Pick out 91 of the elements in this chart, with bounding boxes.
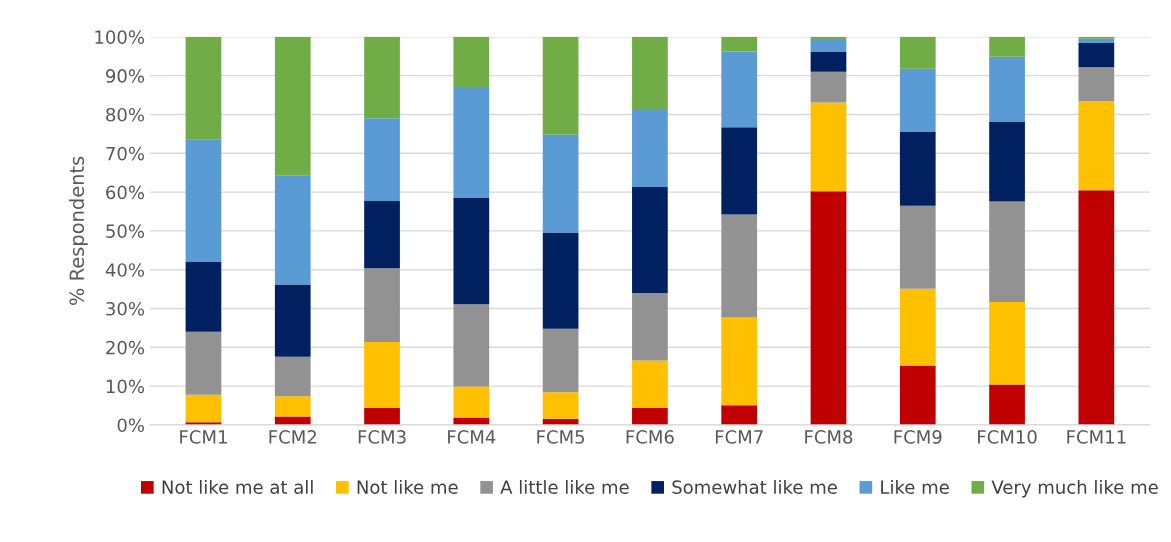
bar <box>899 131 936 206</box>
bar <box>989 36 1025 57</box>
bar <box>453 86 490 198</box>
bar <box>1078 38 1115 44</box>
bar <box>364 407 400 425</box>
bar <box>899 288 936 366</box>
bar <box>542 328 579 393</box>
bar <box>453 304 490 387</box>
bar <box>632 36 668 110</box>
legend-label: Like me <box>881 479 949 494</box>
bar <box>274 284 311 357</box>
bar <box>721 51 758 128</box>
bar <box>899 205 936 289</box>
y-tick-label: 60% <box>106 185 145 200</box>
bar <box>453 386 490 418</box>
y-tick-label: 0% <box>117 418 145 433</box>
x-tick-label: FCM1 <box>180 430 227 444</box>
bar <box>364 268 400 342</box>
x-tick-label: FCM6 <box>626 430 674 444</box>
bar <box>185 36 222 140</box>
bar <box>185 394 222 423</box>
bar <box>721 405 758 425</box>
bar <box>810 51 847 72</box>
bar <box>810 102 847 192</box>
bar <box>185 261 222 332</box>
bar <box>274 36 311 176</box>
bar <box>810 36 847 40</box>
x-tick-label: FCM5 <box>537 430 585 444</box>
bar <box>185 139 222 262</box>
y-tick-label: 80% <box>106 107 145 122</box>
y-axis-title: % Respondents <box>69 156 88 305</box>
bar <box>364 341 400 408</box>
bar <box>542 134 579 233</box>
bar <box>1078 190 1115 425</box>
y-tick-label: 30% <box>106 301 145 316</box>
y-tick-label: 100% <box>95 30 145 44</box>
bar <box>989 121 1025 202</box>
legend-label: Not like me <box>357 479 458 494</box>
x-tick-label: FCM8 <box>805 430 853 444</box>
bar <box>542 232 579 329</box>
bar <box>810 71 847 103</box>
bar <box>542 36 579 135</box>
bar <box>542 392 579 419</box>
bar <box>989 384 1025 425</box>
bar <box>1078 67 1115 102</box>
y-tick-label: 10% <box>106 379 145 394</box>
bar <box>453 197 490 305</box>
bar <box>632 187 668 293</box>
bar <box>810 191 847 425</box>
bar <box>721 214 758 318</box>
legend-label: Not like me at all <box>162 479 313 494</box>
bar <box>721 36 758 52</box>
bar <box>721 317 758 406</box>
bar <box>989 301 1025 385</box>
bar <box>899 365 936 425</box>
bar <box>274 356 311 397</box>
bar <box>632 360 668 408</box>
bar <box>1078 101 1115 191</box>
bar <box>274 416 311 425</box>
bar <box>721 127 758 215</box>
bar <box>364 36 400 119</box>
bar <box>989 201 1025 302</box>
bar <box>1078 43 1115 68</box>
x-tick-label: FCM2 <box>269 430 316 444</box>
x-tick-label: FCM7 <box>715 430 763 444</box>
bar <box>632 292 668 361</box>
y-tick-label: 90% <box>106 69 145 83</box>
x-tick-label: FCM10 <box>978 430 1037 444</box>
x-tick-label: FCM4 <box>448 430 496 444</box>
bar <box>989 56 1025 122</box>
y-tick-label: 70% <box>106 146 145 161</box>
y-tick-label: 50% <box>106 224 145 239</box>
bar <box>185 331 222 395</box>
legend-label: Very much like me <box>991 479 1158 498</box>
x-tick-label: FCM11 <box>1067 430 1126 444</box>
bar <box>364 118 400 202</box>
legend-label: A little like me <box>500 479 629 494</box>
y-tick-label: 40% <box>105 263 145 277</box>
bar <box>899 68 936 132</box>
legend-label: Somewhat like me <box>672 479 837 494</box>
bar <box>274 175 311 285</box>
bar <box>274 396 311 417</box>
x-tick-label: FCM3 <box>358 430 406 444</box>
y-tick-label: 20% <box>106 340 145 355</box>
bar <box>899 36 936 69</box>
bar <box>632 407 668 425</box>
bar <box>453 36 490 87</box>
bar <box>364 201 400 269</box>
bar <box>632 109 668 188</box>
bar <box>810 39 847 52</box>
x-tick-label: FCM9 <box>894 430 942 444</box>
